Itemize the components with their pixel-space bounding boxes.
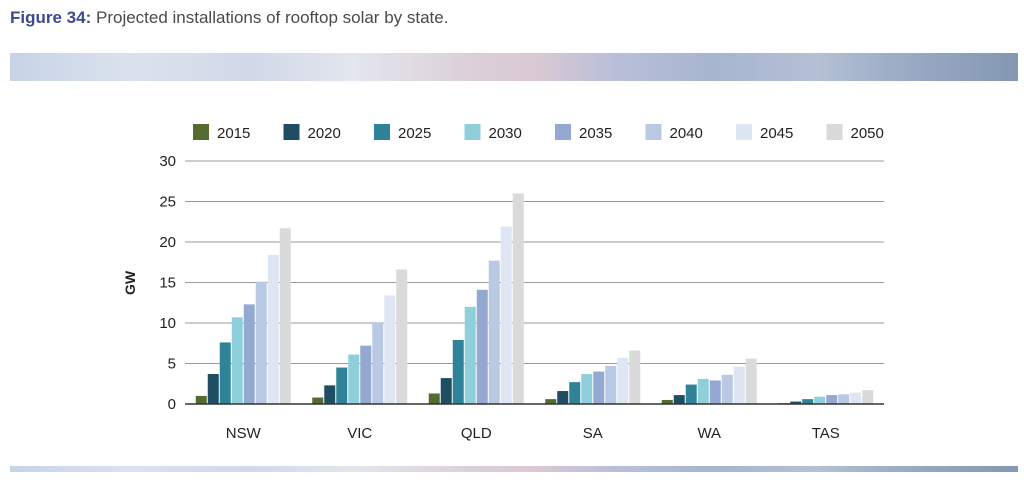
bar-tas-2050 [862, 390, 874, 404]
bar-vic-2015 [312, 397, 324, 404]
y-axis-label: GW [122, 270, 138, 295]
bar-wa-2045 [733, 366, 745, 404]
y-tick-label: 30 [159, 153, 176, 170]
y-tick-label: 20 [159, 234, 176, 251]
bar-vic-2045 [384, 295, 396, 404]
bar-nsw-2045 [267, 254, 279, 404]
bar-sa-2015 [545, 399, 557, 404]
y-tick-label: 15 [159, 275, 176, 292]
legend: 2015 2020 2025 2030 2035 2040 2045 2050 [193, 124, 884, 142]
category-labels: NSW VIC QLD SA WA TAS [226, 425, 840, 442]
legend-label: 2030 [489, 125, 522, 142]
bar-qld-2045 [500, 226, 512, 404]
bar-vic-2025 [336, 367, 348, 404]
legend-label: 2015 [217, 125, 250, 142]
category-label: VIC [347, 425, 372, 442]
bar-sa-2040 [605, 365, 617, 404]
bar-vic-2020 [324, 385, 336, 404]
bar-wa-2015 [661, 399, 673, 404]
bar-qld-2050 [512, 193, 524, 404]
category-label: NSW [226, 425, 262, 442]
y-axis-ticks: 0 5 10 15 20 25 30 [159, 153, 176, 413]
bar-nsw-2020 [207, 374, 219, 404]
bar-qld-2030 [464, 306, 476, 404]
legend-swatch [645, 124, 662, 140]
legend-swatch [193, 124, 209, 140]
figure-caption: Figure 34: Projected installations of ro… [10, 6, 448, 30]
category-label: SA [583, 425, 603, 442]
bar-nsw-2035 [243, 304, 255, 404]
bar-nsw-2030 [231, 317, 243, 404]
bar-tas-2025 [802, 399, 814, 404]
y-tick-label: 0 [168, 396, 176, 413]
legend-swatch [736, 124, 752, 140]
bar-sa-2045 [617, 357, 629, 404]
bar-nsw-2050 [279, 228, 291, 404]
bar-tas-2040 [838, 394, 850, 404]
bar-tas-2035 [826, 395, 838, 404]
bar-sa-2035 [593, 371, 605, 404]
bar-sa-2020 [557, 391, 569, 404]
bar-qld-2025 [452, 340, 464, 404]
y-tick-label: 10 [159, 315, 176, 332]
legend-label: 2040 [670, 125, 703, 142]
bar-sa-2025 [569, 382, 581, 404]
legend-swatch [374, 124, 390, 140]
bar-vic-2035 [360, 345, 372, 404]
gridlines [185, 160, 884, 364]
bar-qld-2020 [440, 378, 452, 404]
legend-swatch [464, 124, 481, 140]
category-label: QLD [461, 425, 492, 442]
bar-tas-2030 [814, 396, 826, 404]
legend-label: 2020 [308, 125, 341, 142]
category-label: TAS [812, 425, 840, 442]
figure-title: Projected installations of rooftop solar… [95, 8, 449, 27]
y-tick-label: 25 [159, 194, 176, 211]
bar-vic-2030 [348, 354, 360, 404]
bar-nsw-2040 [255, 281, 267, 404]
y-tick-label: 5 [168, 356, 176, 373]
bar-vic-2050 [396, 269, 408, 404]
bar-sa-2030 [581, 374, 593, 404]
legend-label: 2025 [398, 125, 431, 142]
bar-qld-2040 [488, 260, 500, 404]
bar-qld-2015 [428, 393, 440, 404]
bars [195, 193, 874, 404]
bar-nsw-2015 [195, 395, 207, 404]
figure-number: Figure 34: [10, 8, 92, 27]
bar-nsw-2025 [219, 342, 231, 404]
decorative-banner-bottom [10, 466, 1018, 472]
bar-wa-2040 [721, 374, 733, 404]
bar-tas-2045 [850, 392, 862, 404]
legend-swatch [283, 124, 300, 140]
legend-label: 2035 [579, 125, 612, 142]
legend-label: 2050 [851, 125, 884, 142]
bar-sa-2050 [629, 350, 641, 404]
bar-qld-2035 [476, 289, 488, 404]
bar-wa-2035 [709, 380, 721, 404]
bar-tas-2020 [790, 401, 802, 404]
legend-swatch [826, 124, 843, 140]
bar-wa-2025 [685, 384, 697, 404]
bar-vic-2040 [372, 322, 384, 404]
bar-wa-2030 [697, 378, 709, 404]
legend-label: 2045 [760, 125, 793, 142]
decorative-banner-top [10, 53, 1018, 81]
category-label: WA [697, 425, 721, 442]
bar-wa-2050 [745, 358, 757, 404]
legend-swatch [555, 124, 571, 140]
bar-wa-2020 [673, 395, 685, 404]
